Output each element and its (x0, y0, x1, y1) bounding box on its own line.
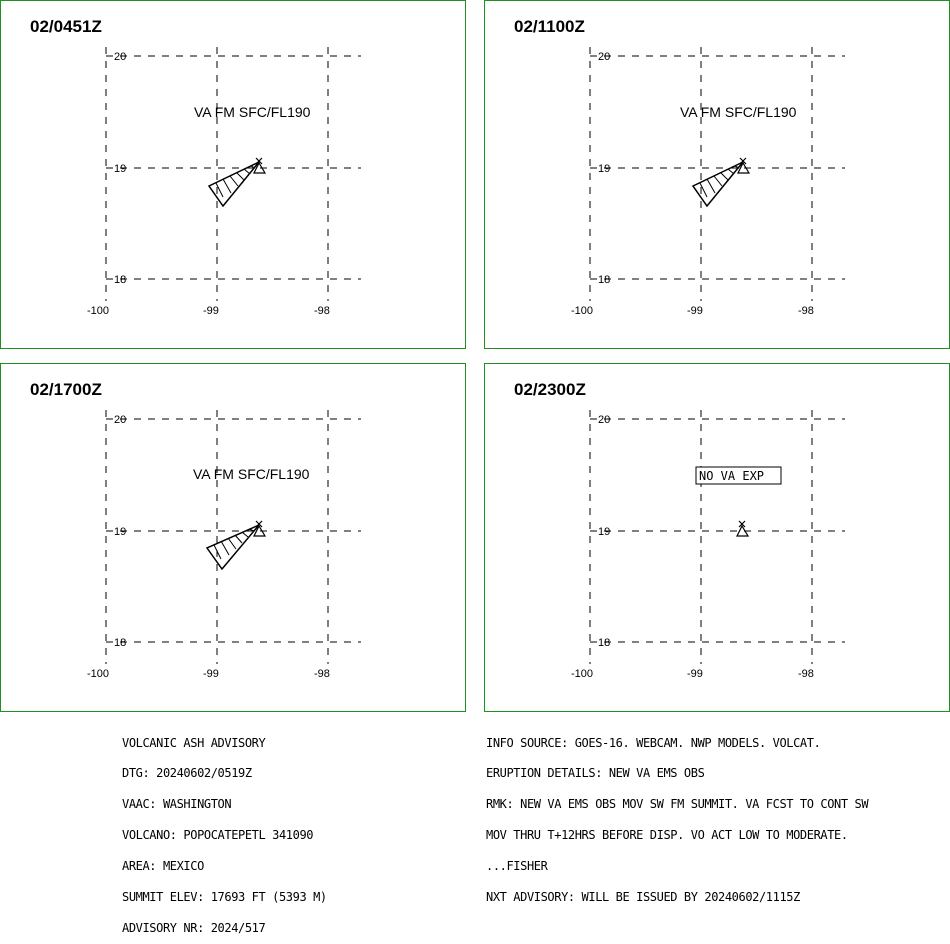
volcano-icon (737, 157, 751, 174)
forecast-panel-4: 20 19 18 -100 -99 -98 NO VA EXP 02/2300Z (484, 363, 950, 712)
lat-label-19: 19 (598, 163, 610, 175)
advisory-remarks-2: MOV THRU T+12HRS BEFORE DISP. VO ACT LOW… (486, 828, 848, 843)
advisory-eruption-details: ERUPTION DETAILS: NEW VA EMS OBS (486, 766, 705, 781)
lon-label-minus100: -100 (87, 305, 109, 317)
ash-level-label: VA FM SFC/FL190 (194, 104, 311, 120)
panel-time: 02/0451Z (30, 17, 102, 36)
lon-label-minus99: -99 (687, 305, 703, 317)
lon-label-minus100: -100 (571, 668, 593, 680)
advisory-remarks-1: RMK: NEW VA EMS OBS MOV SW FM SUMMIT. VA… (486, 797, 869, 812)
advisory-volcano: VOLCANO: POPOCATEPETL 341090 (122, 828, 314, 843)
grid-lines (589, 47, 845, 301)
ash-cloud-polygon (207, 161, 260, 208)
lat-label-19: 19 (114, 526, 126, 538)
grid-lines (105, 410, 361, 664)
map-area: 20 19 18 -100 -99 -98 VA FM SFC/FL190 (571, 47, 845, 317)
panel-time: 02/1700Z (30, 380, 102, 399)
lat-label-20: 20 (598, 51, 610, 63)
map-area: 20 19 18 -100 -99 -98 VA FM SFC/FL190 (87, 410, 361, 680)
lon-label-minus98: -98 (798, 305, 814, 317)
lon-label-minus98: -98 (314, 305, 330, 317)
volcano-icon (736, 520, 750, 537)
advisory-area: AREA: MEXICO (122, 859, 204, 874)
lon-label-minus99: -99 (687, 668, 703, 680)
lon-label-minus100: -100 (571, 305, 593, 317)
forecast-panel-1: 20 19 18 -100 -99 -98 VA FM SFC/FL190 02… (0, 0, 466, 349)
advisory-summit-elev: SUMMIT ELEV: 17693 FT (5393 M) (122, 890, 327, 905)
advisory-number: ADVISORY NR: 2024/517 (122, 920, 266, 935)
grid-lines (105, 47, 361, 301)
lat-label-18: 18 (114, 274, 126, 286)
ash-level-label: VA FM SFC/FL190 (193, 466, 310, 482)
no-va-exp-label: NO VA EXP (699, 469, 764, 483)
volcano-icon (253, 520, 267, 537)
map-area: 20 19 18 -100 -99 -98 NO VA EXP (571, 410, 845, 680)
ash-cloud-polygon (205, 524, 260, 571)
advisory-title: VOLCANIC ASH ADVISORY (122, 735, 266, 750)
lat-label-20: 20 (598, 414, 610, 426)
lon-label-minus99: -99 (203, 305, 219, 317)
lon-label-minus98: -98 (798, 668, 814, 680)
grid-lines (589, 410, 845, 664)
panel-time: 02/2300Z (514, 380, 586, 399)
no-va-exp-box: NO VA EXP (695, 466, 782, 485)
advisory-forecaster: ...FISHER (486, 859, 548, 874)
forecast-panel-2: 20 19 18 -100 -99 -98 VA FM SFC/FL190 02… (484, 0, 950, 349)
lat-label-18: 18 (598, 274, 610, 286)
lat-label-20: 20 (114, 51, 126, 63)
advisory-vaac: VAAC: WASHINGTON (122, 797, 232, 812)
advisory-next: NXT ADVISORY: WILL BE ISSUED BY 20240602… (486, 890, 800, 905)
forecast-panel-3: 20 19 18 -100 -99 -98 VA FM SFC/FL190 02… (0, 363, 466, 712)
lat-label-18: 18 (114, 637, 126, 649)
lon-label-minus99: -99 (203, 668, 219, 680)
map-area: 20 19 18 -100 -99 -98 VA FM SFC/FL190 (87, 47, 361, 317)
lat-label-20: 20 (114, 414, 126, 426)
panel-time: 02/1100Z (514, 17, 585, 36)
lat-label-18: 18 (598, 637, 610, 649)
lon-label-minus100: -100 (87, 668, 109, 680)
ash-level-label: VA FM SFC/FL190 (680, 104, 797, 120)
lat-label-19: 19 (114, 163, 126, 175)
volcano-icon (253, 157, 267, 174)
advisory-info-source: INFO SOURCE: GOES-16. WEBCAM. NWP MODELS… (486, 735, 821, 750)
lat-label-19: 19 (598, 526, 610, 538)
advisory-details-left: VOLCANIC ASH ADVISORY DTG: 20240602/0519… (122, 717, 327, 944)
lon-label-minus98: -98 (314, 668, 330, 680)
advisory-dtg: DTG: 20240602/0519Z (122, 766, 252, 781)
ash-cloud-polygon (691, 161, 744, 208)
advisory-details-right: INFO SOURCE: GOES-16. WEBCAM. NWP MODELS… (486, 717, 869, 913)
